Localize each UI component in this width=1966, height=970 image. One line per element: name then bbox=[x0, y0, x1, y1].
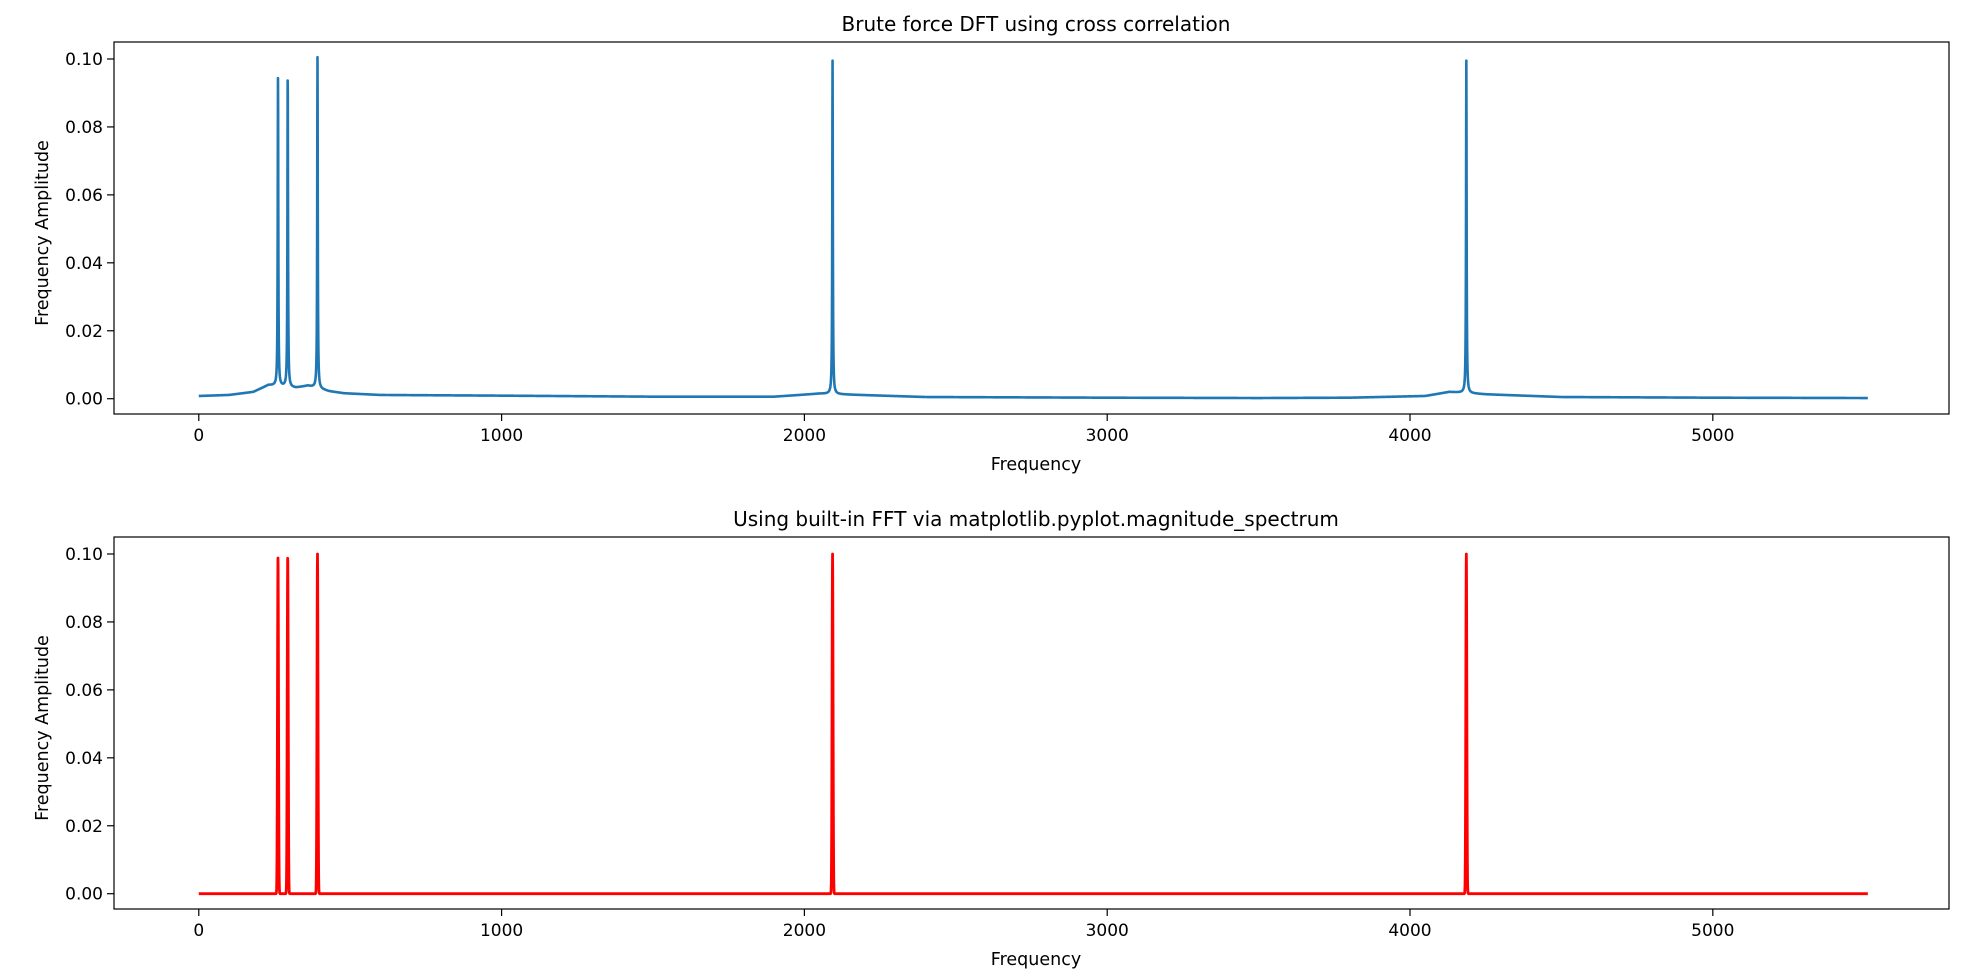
axes-frame bbox=[113, 536, 1950, 910]
x-axis-label: Frequency bbox=[991, 950, 1081, 970]
x-tick-label: 2000 bbox=[783, 426, 826, 446]
x-tick-label: 5000 bbox=[1691, 426, 1734, 446]
y-axis-label: Frequency Amplitude bbox=[33, 635, 53, 821]
x-tick-label: 1000 bbox=[480, 426, 523, 446]
y-tick-label: 0.10 bbox=[65, 545, 103, 565]
y-tick-label: 0.00 bbox=[65, 390, 103, 410]
chart-brute-force-dft: Brute force DFT using cross correlation … bbox=[33, 12, 1950, 475]
y-axis-label: Frequency Amplitude bbox=[33, 140, 53, 326]
axes-frame bbox=[113, 41, 1950, 415]
x-ticks: 0 1000 2000 3000 4000 5000 bbox=[193, 414, 1734, 446]
series-line bbox=[197, 552, 1870, 896]
y-tick-label: 0.06 bbox=[65, 681, 103, 701]
x-tick-label: 3000 bbox=[1086, 426, 1129, 446]
y-ticks: 0.00 0.02 0.04 0.06 0.08 0.10 bbox=[65, 50, 114, 410]
x-tick-label: 0 bbox=[193, 921, 204, 941]
x-tick-label: 5000 bbox=[1691, 921, 1734, 941]
y-tick-label: 0.00 bbox=[65, 885, 103, 905]
y-tick-label: 0.08 bbox=[65, 118, 103, 138]
y-tick-label: 0.02 bbox=[65, 817, 103, 837]
chart-builtin-fft: Using built-in FFT via matplotlib.pyplot… bbox=[33, 507, 1950, 970]
chart-title: Brute force DFT using cross correlation bbox=[842, 12, 1231, 36]
x-tick-label: 0 bbox=[193, 426, 204, 446]
y-tick-label: 0.04 bbox=[65, 749, 103, 769]
x-tick-label: 1000 bbox=[480, 921, 523, 941]
chart-title: Using built-in FFT via matplotlib.pyplot… bbox=[733, 507, 1339, 531]
series-line bbox=[197, 55, 1869, 400]
y-tick-label: 0.10 bbox=[65, 50, 103, 70]
y-tick-label: 0.08 bbox=[65, 613, 103, 633]
x-ticks: 0 1000 2000 3000 4000 5000 bbox=[193, 909, 1734, 941]
y-tick-label: 0.04 bbox=[65, 254, 103, 274]
x-axis-label: Frequency bbox=[991, 455, 1081, 475]
x-tick-label: 4000 bbox=[1388, 921, 1431, 941]
x-tick-label: 3000 bbox=[1086, 921, 1129, 941]
y-ticks: 0.00 0.02 0.04 0.06 0.08 0.10 bbox=[65, 545, 114, 905]
y-tick-label: 0.06 bbox=[65, 186, 103, 206]
x-tick-label: 4000 bbox=[1388, 426, 1431, 446]
x-tick-label: 2000 bbox=[783, 921, 826, 941]
y-tick-label: 0.02 bbox=[65, 322, 103, 342]
